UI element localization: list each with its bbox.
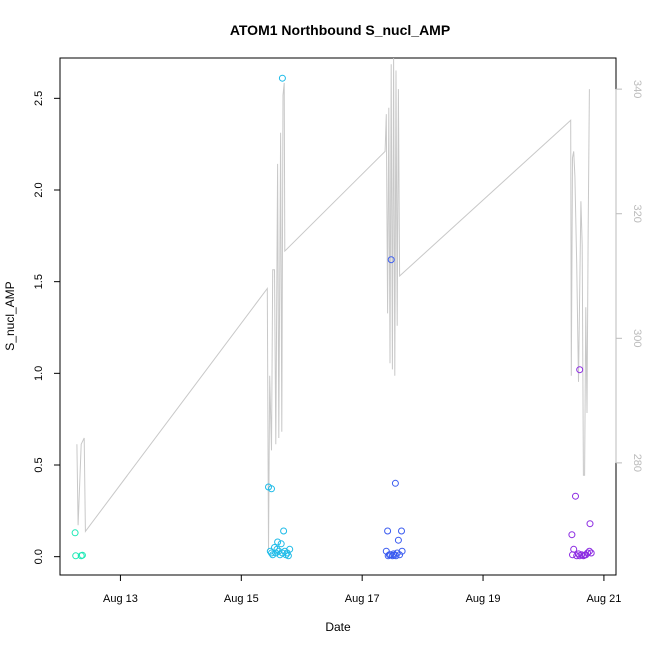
y-tick-label: 2.5 bbox=[33, 91, 45, 106]
data-point bbox=[266, 547, 274, 555]
data-point bbox=[274, 538, 282, 546]
data-point bbox=[585, 547, 593, 555]
data-point bbox=[278, 74, 286, 82]
data-point bbox=[398, 547, 406, 555]
x-tick-label: Aug 15 bbox=[224, 593, 259, 605]
data-point bbox=[268, 549, 275, 557]
data-point bbox=[575, 550, 582, 558]
y-tick-label: 1.5 bbox=[33, 274, 45, 289]
y-tick-label: 1.0 bbox=[33, 366, 45, 381]
data-point bbox=[277, 540, 285, 548]
x-tick-label: Aug 21 bbox=[586, 593, 621, 605]
secondary-y-axis: 280 300 320 340 bbox=[615, 80, 643, 472]
data-point bbox=[391, 479, 399, 487]
y-axis-label: S_nucl_AMP bbox=[3, 281, 17, 350]
x-axis: Aug 13 Aug 15 Aug 17 Aug 19 Aug 21 bbox=[103, 574, 621, 605]
x-axis-label: Date bbox=[325, 620, 351, 634]
data-point bbox=[398, 527, 405, 535]
x-tick-label: Aug 17 bbox=[345, 593, 380, 605]
data-point bbox=[387, 256, 395, 264]
y-tick-label: 2.0 bbox=[33, 182, 45, 197]
secondary-series-line bbox=[76, 57, 590, 551]
y2-tick-label: 340 bbox=[631, 80, 643, 98]
y2-tick-label: 300 bbox=[631, 329, 643, 347]
y-tick-label: 0.5 bbox=[33, 457, 45, 472]
y-tick-label: 0.0 bbox=[33, 549, 45, 564]
data-point bbox=[71, 529, 79, 537]
data-point bbox=[390, 551, 398, 559]
data-point bbox=[394, 536, 402, 544]
data-point bbox=[576, 366, 584, 374]
data-point bbox=[587, 549, 595, 557]
data-point bbox=[268, 485, 275, 493]
data-point bbox=[284, 552, 292, 560]
y-axis: 0.0 0.5 1.0 1.5 2.0 2.5 bbox=[33, 91, 61, 564]
points-layer bbox=[71, 74, 595, 560]
data-point bbox=[572, 492, 579, 500]
data-point bbox=[78, 551, 86, 559]
data-point bbox=[573, 552, 581, 560]
x-tick-label: Aug 13 bbox=[103, 593, 138, 605]
x-tick-label: Aug 19 bbox=[466, 593, 501, 605]
y2-tick-label: 280 bbox=[631, 454, 643, 472]
secondary-line-layer bbox=[76, 57, 590, 551]
data-point bbox=[568, 531, 576, 539]
data-point bbox=[384, 527, 392, 535]
data-point bbox=[586, 520, 594, 528]
data-point bbox=[280, 527, 288, 535]
data-point bbox=[286, 545, 294, 553]
data-point bbox=[387, 551, 395, 559]
y2-tick-label: 320 bbox=[631, 205, 643, 223]
chart-title: ATOM1 Northbound S_nucl_AMP bbox=[230, 22, 450, 38]
data-point bbox=[273, 545, 281, 553]
